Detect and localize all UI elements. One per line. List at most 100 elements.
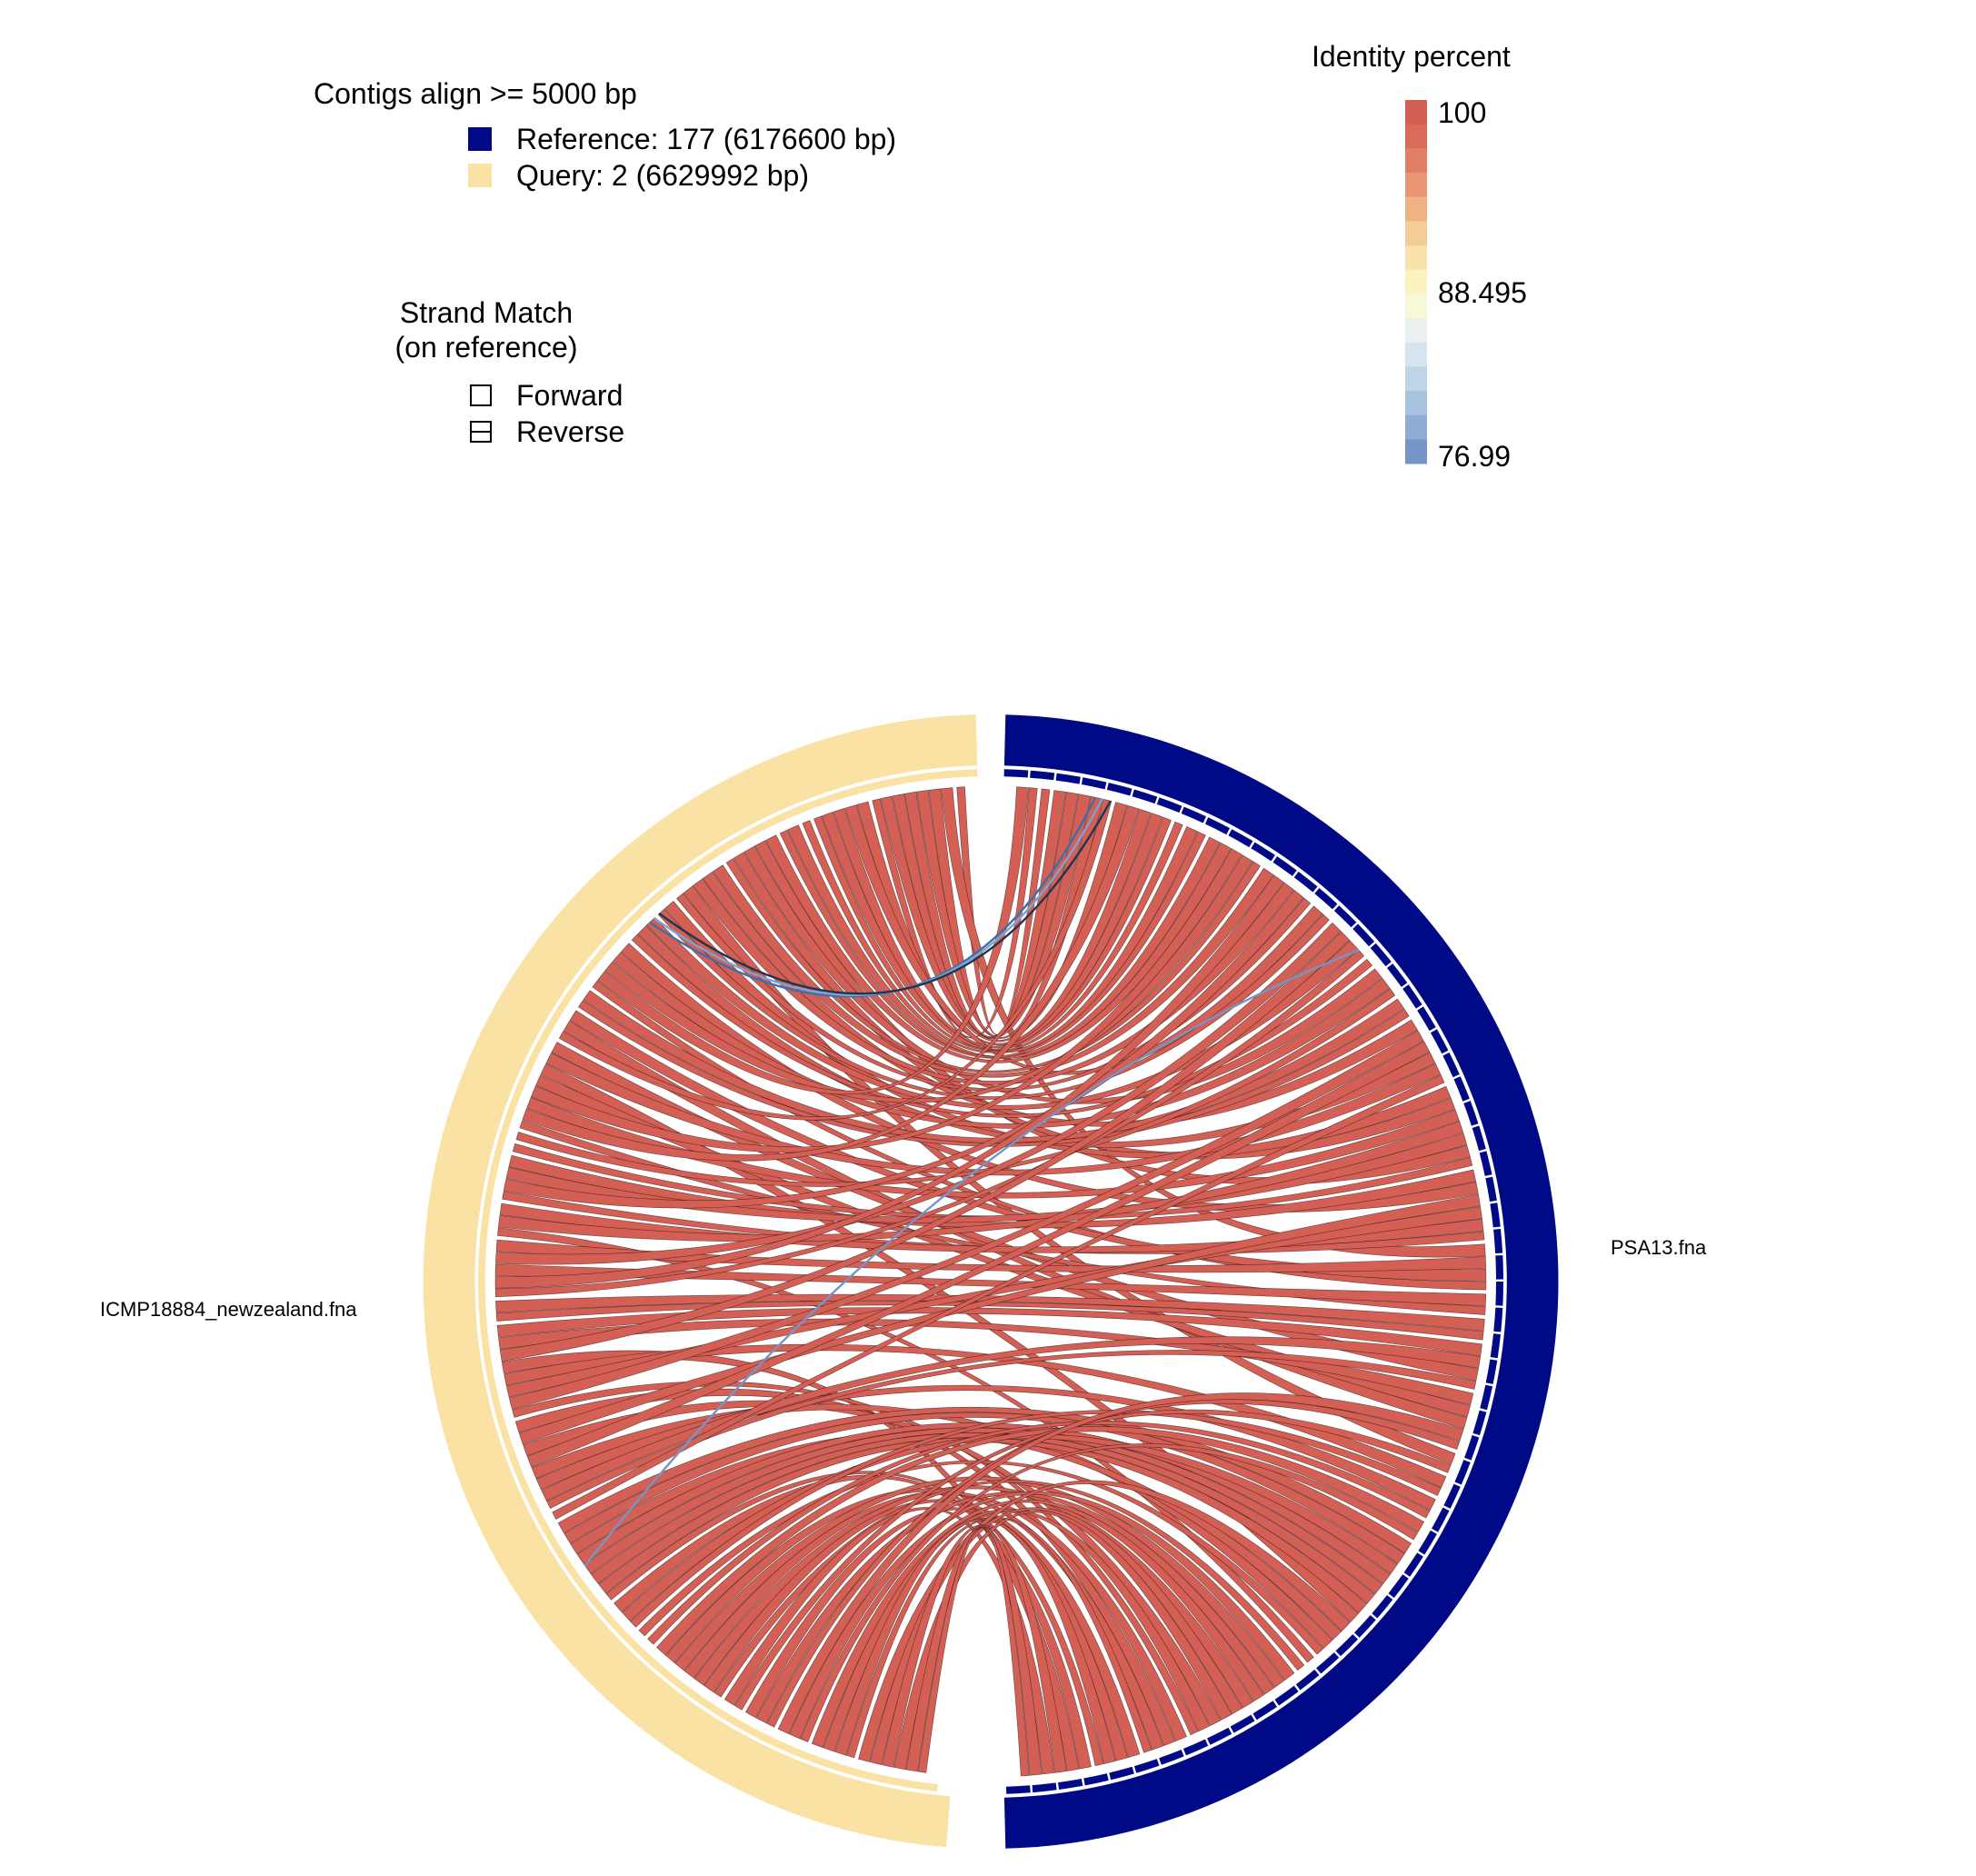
reference-contig-segment [1370,943,1392,967]
reference-contig-segment [1132,789,1158,804]
colorbar-cells [1405,100,1427,464]
reference-contig-segment [1418,1530,1437,1555]
alignment-link [495,922,1342,1265]
reference-contig-segment [1058,1779,1083,1790]
alignment-link [503,889,1304,1209]
contig-legend: Contigs align >= 5000 bp Reference: 177 … [314,77,896,192]
alignment-link [498,1318,1474,1406]
alignment-link [630,1410,1442,1628]
reference-contig-segment [1251,842,1275,862]
alignment-link [893,1510,1233,1771]
alignment-link [597,786,1029,1095]
colorbar-cell [1405,100,1427,125]
colorbar-cell [1405,173,1427,198]
reference-contig-segment [1032,1782,1057,1793]
reference-contig-segment [1442,1052,1460,1078]
alignment-link [655,1426,1425,1656]
reference-contig-segment [1252,1701,1277,1721]
circos-diagram: PSA13.fna ICMP18884_newzealand.fna [100,714,1707,1849]
reverse-strand-icon [470,421,492,443]
alignment-link [552,1074,1445,1520]
alignment-link [531,1403,1333,1650]
alignment-links [494,786,1487,1777]
colorbar-cell [1405,124,1427,149]
reference-contig-segment [1472,1410,1487,1436]
alignment-link [526,1041,1431,1468]
alignment-link [821,812,1198,1053]
alignment-link [495,1301,1484,1341]
query-legend-label: Query: 2 (6629992 bp) [516,159,809,192]
forward-legend-label: Forward [516,379,623,412]
reference-contig-segment [1156,797,1183,813]
reference-contig-segment [1333,905,1357,928]
reference-contig-segment [1230,1714,1255,1733]
colorbar-cell [1405,342,1427,367]
forward-strand-icon [470,384,492,406]
alignment-link [917,1527,1030,1777]
colorbar-cell [1405,148,1427,174]
alignment-link [872,787,1038,1039]
alignment-link [674,1476,1285,1689]
reference-contig-segment [1354,1615,1376,1638]
reverse-legend-label: Reverse [516,415,624,448]
alignment-link [541,1336,1482,1502]
colorbar-cell [1405,318,1427,344]
reference-contig-segment [1490,1202,1501,1228]
reference-contig-segment [1314,888,1338,910]
colorbar-cell [1405,269,1427,294]
alignment-link [622,1433,1398,1622]
alignment-link [882,1524,1067,1773]
alignment-link [497,1121,1464,1242]
reference-legend-label: Reference: 177 (6176600 bp) [516,123,896,155]
alignment-link [518,1193,1481,1445]
alignment-link [846,1517,1153,1759]
query-swatch [468,164,492,187]
low-identity-link [584,949,1360,1567]
alignment-link [530,848,1242,1153]
colorbar-cell [1405,245,1427,271]
reference-contig-segment [1316,1652,1340,1674]
reference-contig-segment [1454,1460,1471,1485]
reference-contig-segment [1480,1384,1493,1411]
reference-contig-segment [1003,769,1029,778]
reference-genome-label: PSA13.fna [1611,1236,1707,1259]
alignment-link [522,804,1140,1162]
reference-contig-segment [1432,1507,1450,1532]
identity-scale-title: Identity percent [1312,40,1511,73]
alignment-link [495,1293,1485,1332]
alignment-link [779,829,1206,1059]
alignment-link [508,1030,1424,1410]
reference-contig-segment [1159,1750,1184,1765]
reference-contig-segment [1106,783,1133,796]
low-identity-link [658,800,1112,995]
reference-contig-segment [1493,1307,1503,1332]
strand-legend: Strand Match (on reference) Forward Reve… [395,296,625,448]
reference-contig-segment [1464,1435,1480,1461]
reference-contig-segment [1293,872,1318,893]
alignment-link [494,874,1284,1289]
reference-contig-segment [1133,1759,1160,1773]
colorbar-cell [1405,294,1427,319]
reference-contig-segment [1295,1669,1320,1691]
colorbar-cell [1405,366,1427,392]
reference-contig-segment [1083,1773,1109,1786]
alignment-link [858,1480,1351,1762]
reference-contig-segment [1493,1229,1503,1253]
identity-tick-min: 76.99 [1438,440,1511,473]
alignment-link [558,798,1113,1121]
reference-contig-segment [1335,1634,1358,1657]
reference-contig-segment [1055,773,1081,784]
reference-contig-segment [1479,1151,1492,1176]
reference-contig-segment [1372,1595,1393,1619]
reference-contig-segment [1352,923,1375,947]
low-identity-links [584,796,1360,1567]
reference-contig-track [1003,714,1559,1849]
alignment-link [664,901,1452,1159]
reference-contig-segment [1109,1766,1134,1781]
reference-contig-segment [1207,1727,1233,1745]
alignment-link [638,1460,1324,1655]
alignment-link [631,933,1373,1118]
identity-colorbar: Identity percent 100 88.495 76.99 [1312,40,1527,473]
alignment-link [734,1409,1452,1711]
